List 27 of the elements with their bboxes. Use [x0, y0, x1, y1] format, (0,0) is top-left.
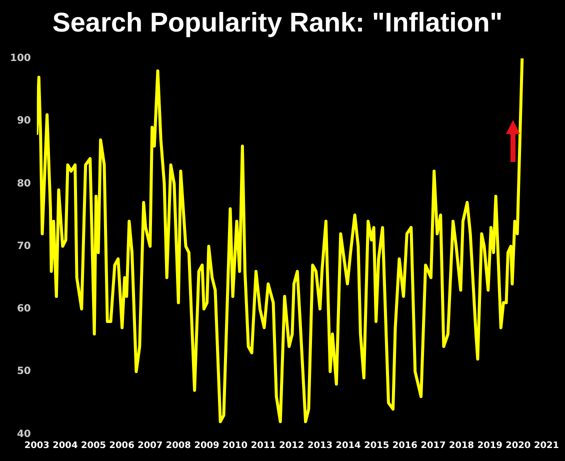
y-tick-label: 100	[10, 52, 31, 64]
x-tick-label: 2011	[250, 440, 276, 451]
y-tick-label: 90	[16, 116, 31, 127]
y-tick-label: 50	[16, 366, 31, 378]
x-tick-label: 2014	[336, 440, 361, 451]
x-tick-label: 2020	[506, 440, 531, 451]
x-tick-label: 2015	[364, 440, 390, 451]
x-tick-label: 2009	[194, 440, 220, 451]
x-tick-label: 2017	[420, 440, 446, 451]
y-tick-label: 80	[16, 178, 31, 190]
chart-title: Search Popularity Rank: "Inflation"	[52, 8, 503, 38]
x-tick-label: 2016	[392, 440, 418, 451]
x-tick-label: 2006	[109, 440, 134, 451]
x-tick-label: 2005	[80, 440, 106, 451]
x-tick-label: 2010	[222, 440, 248, 451]
x-tick-label: 2003	[24, 440, 50, 451]
x-tick-label: 2008	[166, 440, 191, 451]
y-tick-label: 60	[16, 304, 31, 315]
x-tick-label: 2007	[138, 440, 163, 451]
y-tick-label: 40	[16, 428, 31, 440]
x-tick-label: 2004	[52, 440, 78, 451]
x-tick-label: 2019	[477, 440, 502, 451]
x-tick-label: 2012	[279, 440, 304, 451]
x-tick-label: 2013	[307, 440, 333, 451]
y-tick-label: 70	[16, 240, 31, 252]
x-tick-label: 2018	[449, 440, 474, 451]
x-tick-label: 2021	[534, 440, 560, 451]
